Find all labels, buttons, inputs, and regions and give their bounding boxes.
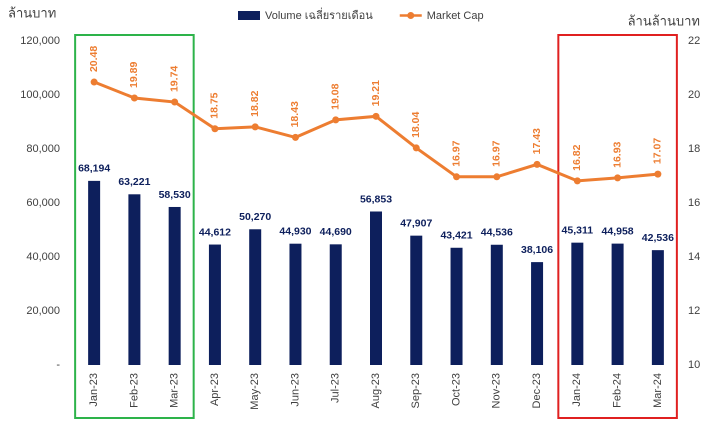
bar bbox=[611, 243, 624, 365]
bar bbox=[88, 180, 101, 365]
line-value-label: 16.82 bbox=[571, 144, 583, 170]
bar-value-label: 50,270 bbox=[239, 211, 271, 223]
bar bbox=[490, 244, 503, 365]
bar bbox=[289, 243, 302, 365]
bar-value-label: 43,421 bbox=[440, 230, 472, 242]
line-value-label: 18.43 bbox=[289, 101, 301, 127]
x-tick-label: Jan-23 bbox=[88, 373, 100, 407]
line-value-label: 19.08 bbox=[330, 83, 342, 109]
legend-swatch bbox=[238, 11, 260, 20]
x-tick-label: Feb-24 bbox=[612, 373, 624, 408]
bar-value-label: 68,194 bbox=[78, 163, 110, 175]
bar bbox=[128, 194, 141, 365]
bar bbox=[370, 211, 382, 365]
y-tick-label: 120,000 bbox=[20, 35, 60, 47]
bar bbox=[571, 242, 584, 365]
legend-swatch bbox=[407, 12, 415, 19]
x-tick-label: May-23 bbox=[249, 373, 261, 410]
line-point bbox=[171, 98, 179, 106]
highlight-box bbox=[557, 34, 678, 419]
y2-tick-label: 16 bbox=[688, 197, 700, 209]
x-tick-label: Nov-23 bbox=[491, 373, 503, 408]
x-tick-label: Mar-23 bbox=[169, 373, 181, 408]
x-tick-label: Feb-23 bbox=[128, 373, 140, 408]
legend-label: Market Cap bbox=[427, 10, 484, 22]
x-tick-label: Sep-23 bbox=[410, 373, 422, 408]
line-point bbox=[130, 94, 138, 102]
bar-value-label: 44,536 bbox=[481, 227, 513, 239]
line-point bbox=[654, 170, 662, 178]
x-tick-label: Jun-23 bbox=[289, 373, 301, 407]
line-point bbox=[211, 125, 219, 133]
x-tick-label: Jan-24 bbox=[571, 373, 583, 407]
bar-value-label: 63,221 bbox=[118, 176, 150, 188]
y2-axis-label: ล้านล้านบาท bbox=[628, 13, 700, 28]
bar-value-label: 44,612 bbox=[199, 226, 231, 238]
y-tick-label: 100,000 bbox=[20, 89, 60, 101]
bar-value-label: 45,311 bbox=[562, 224, 594, 236]
bar-value-label: 38,106 bbox=[521, 244, 553, 256]
bar bbox=[651, 250, 664, 365]
bar bbox=[329, 244, 342, 365]
x-tick-label: Oct-23 bbox=[450, 373, 462, 406]
line-point bbox=[453, 173, 461, 181]
line-value-label: 16.93 bbox=[611, 141, 623, 167]
bar-value-label: 42,536 bbox=[642, 232, 674, 244]
bar bbox=[249, 229, 262, 365]
line-value-label: 20.48 bbox=[88, 46, 100, 72]
line-value-label: 18.75 bbox=[209, 92, 221, 118]
line-value-label: 19.74 bbox=[168, 66, 180, 92]
line-value-label: 17.07 bbox=[652, 138, 664, 164]
line-value-label: 19.89 bbox=[128, 62, 140, 88]
line-value-label: 16.97 bbox=[491, 140, 503, 166]
line-point bbox=[493, 173, 501, 181]
x-tick-label: Jul-23 bbox=[330, 373, 342, 403]
bar-value-label: 58,530 bbox=[159, 189, 191, 201]
bar bbox=[168, 206, 181, 365]
y-tick-label: 40,000 bbox=[26, 251, 60, 263]
y2-tick-label: 20 bbox=[688, 89, 700, 101]
x-tick-label: Apr-23 bbox=[209, 373, 221, 406]
x-tick-label: Aug-23 bbox=[370, 373, 382, 408]
y2-tick-label: 14 bbox=[688, 251, 700, 263]
line-point bbox=[90, 78, 98, 86]
bar bbox=[450, 247, 463, 365]
y-tick-label: 80,000 bbox=[26, 143, 60, 155]
line-point bbox=[291, 133, 299, 141]
y2-tick-label: 10 bbox=[688, 359, 700, 371]
y-tick-label: - bbox=[56, 359, 60, 371]
line-point bbox=[372, 112, 380, 120]
y2-tick-label: 18 bbox=[688, 143, 700, 155]
line-value-label: 17.43 bbox=[531, 128, 543, 154]
line-point bbox=[251, 123, 259, 131]
bar-value-label: 47,907 bbox=[400, 217, 432, 229]
highlight-box bbox=[74, 34, 195, 419]
line-point bbox=[573, 177, 581, 185]
x-tick-label: Mar-24 bbox=[652, 373, 664, 408]
y-tick-label: 60,000 bbox=[26, 197, 60, 209]
y2-tick-label: 22 bbox=[688, 35, 700, 47]
line-value-label: 16.97 bbox=[450, 140, 462, 166]
legend-label: Volume เฉลี่ยรายเดือน bbox=[265, 7, 373, 22]
line-point bbox=[614, 174, 622, 182]
bar-value-label: 44,930 bbox=[279, 225, 311, 237]
line-value-label: 18.82 bbox=[249, 90, 261, 116]
line-value-label: 18.04 bbox=[410, 111, 422, 137]
bar-value-label: 44,958 bbox=[602, 225, 634, 237]
bar bbox=[531, 262, 544, 365]
bar bbox=[208, 244, 221, 365]
line-point bbox=[332, 116, 340, 124]
line-point bbox=[412, 144, 420, 152]
bar bbox=[410, 235, 423, 365]
x-tick-label: Dec-23 bbox=[531, 373, 543, 408]
bar-value-label: 56,853 bbox=[360, 193, 392, 205]
y2-tick-label: 12 bbox=[688, 305, 700, 317]
y-tick-label: 20,000 bbox=[26, 305, 60, 317]
line-point bbox=[533, 160, 541, 168]
line-value-label: 19.21 bbox=[370, 80, 382, 106]
bar-value-label: 44,690 bbox=[320, 226, 352, 238]
y-axis-label: ล้านบาท bbox=[8, 5, 56, 20]
